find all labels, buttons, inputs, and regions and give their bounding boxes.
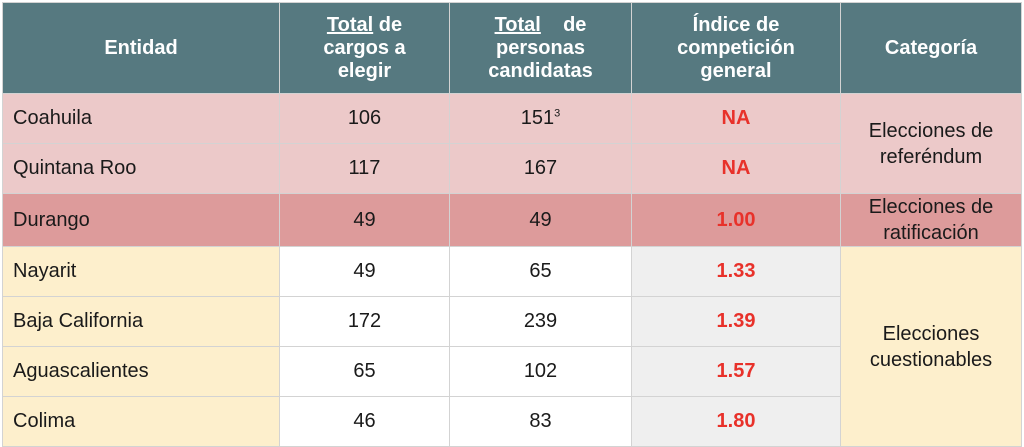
cell-indice: 1.57	[631, 346, 841, 397]
header-entidad: Entidad	[2, 2, 280, 94]
table-row: Aguascalientes 65 102 1.57	[2, 346, 1022, 397]
cell-personas: 167	[449, 143, 632, 194]
footnote-marker: 3	[554, 107, 561, 120]
cell-personas: 49	[449, 193, 632, 247]
category-referendum: Elecciones de referéndum	[840, 93, 1022, 194]
header-total-cargos: Total de cargos a elegir	[279, 2, 450, 94]
cell-entidad: Durango	[2, 193, 280, 247]
cell-entidad: Quintana Roo	[2, 143, 280, 194]
cell-personas: 83	[449, 396, 632, 447]
header-indice: Índice de competición general	[631, 2, 841, 94]
cell-entidad: Baja California	[2, 296, 280, 347]
cell-entidad: Colima	[2, 396, 280, 447]
table-row: Coahuila 106 1513 NA Elecciones de refer…	[2, 93, 1022, 194]
cell-entidad: Coahuila	[2, 93, 280, 144]
cell-personas: 1513	[449, 93, 632, 144]
table-row: Durango 49 49 1.00 Elecciones de ratific…	[2, 193, 1022, 247]
cell-personas: 65	[449, 246, 632, 297]
cell-indice: NA	[631, 93, 841, 144]
header-row: Entidad Total de cargos a elegir Total d…	[2, 2, 1022, 94]
cell-indice: 1.39	[631, 296, 841, 347]
cell-entidad: Nayarit	[2, 246, 280, 297]
cell-entidad: Aguascalientes	[2, 346, 280, 397]
category-ratificacion: Elecciones de ratificación	[840, 193, 1022, 247]
cell-cargos: 106	[279, 93, 450, 144]
cell-cargos: 117	[279, 143, 450, 194]
cell-indice: 1.80	[631, 396, 841, 447]
cell-indice: 1.33	[631, 246, 841, 297]
cell-personas: 102	[449, 346, 632, 397]
cell-cargos: 49	[279, 193, 450, 247]
header-total-personas: Total de personas candidatas	[449, 2, 632, 94]
cell-cargos: 49	[279, 246, 450, 297]
header-categoria: Categoría	[840, 2, 1022, 94]
cell-personas: 239	[449, 296, 632, 347]
category-cuestionables: Elecciones cuestionables	[840, 246, 1022, 447]
table-row: Nayarit 49 65 1.33 Elecciones cuestionab…	[2, 246, 1022, 447]
table-row: Baja California 172 239 1.39	[2, 296, 1022, 347]
cell-cargos: 46	[279, 396, 450, 447]
cell-indice: 1.00	[631, 193, 841, 247]
cell-cargos: 172	[279, 296, 450, 347]
cell-cargos: 65	[279, 346, 450, 397]
cell-indice: NA	[631, 143, 841, 194]
table-row: Quintana Roo 117 167 NA	[2, 143, 1022, 194]
